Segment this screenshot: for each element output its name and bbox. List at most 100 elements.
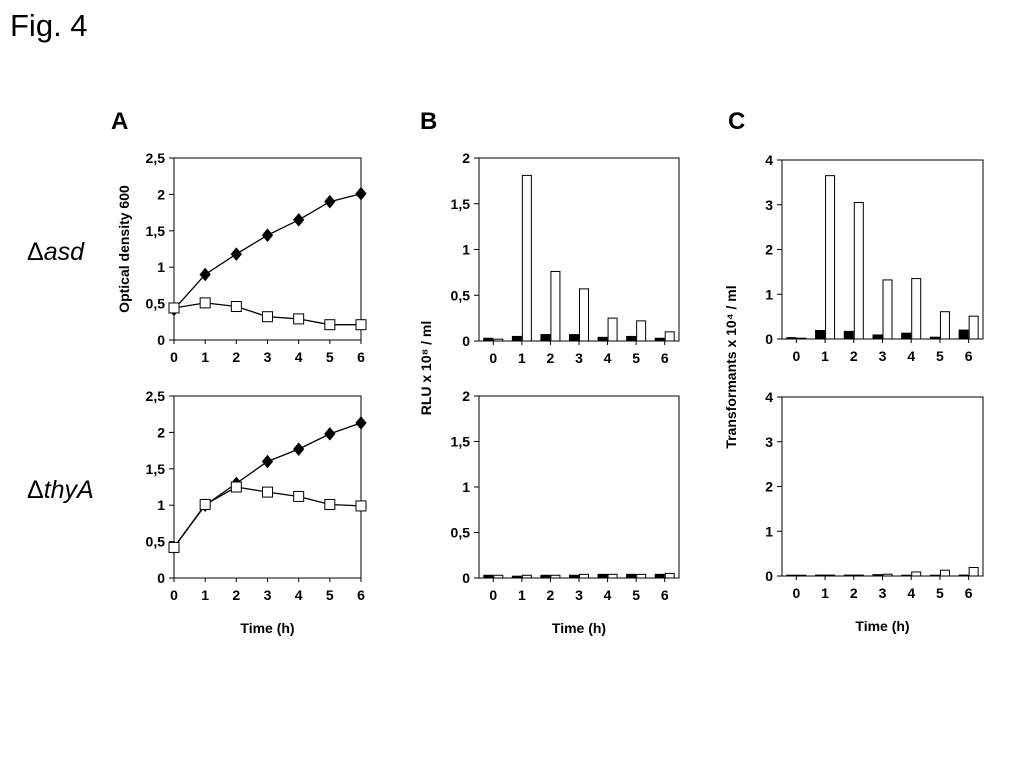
x-tick-label: 5 — [326, 587, 334, 603]
x-tick-label: 3 — [879, 348, 887, 364]
bar — [939, 311, 950, 340]
x-tick-label: 1 — [518, 350, 526, 366]
bar — [882, 573, 893, 577]
y-tick-label: 2 — [462, 150, 470, 166]
bar — [825, 175, 836, 340]
x-tick-label: 5 — [326, 349, 334, 365]
x-tick-label: 5 — [936, 585, 944, 601]
x-tick-label: 4 — [295, 587, 303, 603]
bar — [636, 320, 647, 342]
chart-a-asd: 0 0,5 1 1,5 2 2,5 0 1 2 3 4 5 6 Optical density 600 — [116, 150, 367, 365]
bar — [626, 335, 637, 342]
x-tick-label: 1 — [821, 585, 829, 601]
data-point — [293, 313, 305, 325]
data-point — [293, 490, 305, 502]
x-tick-label: 6 — [661, 350, 669, 366]
bar — [882, 279, 893, 340]
bar — [968, 315, 979, 340]
bar — [911, 278, 922, 340]
bar — [958, 574, 969, 577]
data-point — [355, 416, 367, 430]
y-tick-label: 1,5 — [146, 223, 166, 239]
x-tick-label: 0 — [792, 348, 800, 364]
y-tick-label: 0,5 — [146, 296, 166, 312]
bar — [901, 574, 912, 577]
x-tick-label: 1 — [821, 348, 829, 364]
bar — [958, 329, 969, 340]
panel-label-b: B — [420, 108, 438, 135]
bar — [511, 575, 522, 579]
y-tick-label: 0 — [462, 333, 470, 349]
y-tick-label: 4 — [765, 389, 773, 405]
x-tick-label: 4 — [295, 349, 303, 365]
series-line-1 — [173, 422, 362, 548]
bar — [786, 337, 797, 340]
bar — [843, 330, 854, 340]
bar — [843, 574, 854, 577]
x-tick-label: 2 — [850, 585, 858, 601]
y-tick-label: 2 — [157, 424, 165, 440]
y-tick-label: 0 — [157, 332, 165, 348]
data-point — [324, 319, 336, 331]
x-tick-label: 6 — [661, 587, 669, 603]
x-tick-label: 0 — [792, 585, 800, 601]
bar — [540, 334, 551, 342]
y-tick-label: 0,5 — [451, 287, 471, 303]
x-tick-label: 2 — [232, 349, 240, 365]
bar — [569, 334, 579, 342]
x-axis-label: Time (h) — [855, 618, 909, 634]
plot-frame — [781, 396, 984, 577]
chart-a-thya: 0 0,5 1 1,5 2 2,5 0 1 2 3 4 5 6 Time (h) — [146, 388, 367, 636]
y-tick-label: 2,5 — [146, 150, 166, 166]
bar — [853, 202, 864, 340]
strain-name: asd — [43, 238, 85, 266]
bar — [654, 337, 665, 342]
x-tick-label: 3 — [264, 349, 272, 365]
data-point — [324, 498, 336, 510]
y-tick-label: 0 — [765, 568, 773, 584]
bar — [664, 331, 675, 342]
bar — [521, 174, 532, 342]
y-tick-label: 0 — [157, 570, 165, 586]
y-tick-label: 1 — [157, 259, 165, 275]
bar — [796, 337, 807, 340]
x-tick-label: 0 — [170, 587, 178, 603]
y-tick-label: 1,5 — [451, 434, 471, 450]
panel-label-a: A — [111, 108, 129, 135]
bar — [607, 573, 618, 579]
delta-symbol: Δ — [27, 476, 44, 504]
x-tick-label: 4 — [907, 348, 915, 364]
y-tick-label: 1 — [462, 242, 470, 258]
bar — [901, 332, 912, 340]
y-tick-label: 1 — [157, 497, 165, 513]
chart-b-thya: 0 0,5 1 1,5 2 0 1 2 3 4 5 6 Time (h) RLU x 10⁸ / ml — [418, 321, 680, 636]
x-tick-label: 5 — [632, 350, 640, 366]
data-point — [355, 500, 367, 512]
bar — [664, 572, 675, 579]
bar — [929, 336, 940, 340]
y-tick-label: 4 — [765, 152, 773, 168]
bar — [636, 573, 647, 579]
bar — [872, 574, 883, 577]
x-tick-label: 6 — [965, 348, 973, 364]
x-tick-label: 6 — [357, 349, 365, 365]
x-tick-label: 3 — [575, 350, 583, 366]
bar — [911, 571, 922, 577]
bar — [493, 338, 504, 342]
x-tick-label: 0 — [489, 587, 497, 603]
bar — [511, 335, 522, 342]
bar — [853, 574, 864, 577]
data-point — [168, 302, 180, 314]
data-point — [168, 541, 180, 553]
bar — [540, 574, 551, 579]
y-tick-label: 1 — [462, 479, 470, 495]
data-point — [199, 267, 211, 282]
x-tick-label: 3 — [879, 585, 887, 601]
figure-title: Fig. 4 — [10, 8, 88, 43]
row-label-asd: Δasd — [27, 238, 84, 267]
x-tick-label: 0 — [489, 350, 497, 366]
x-tick-label: 4 — [604, 350, 612, 366]
x-axis-label: Time (h) — [240, 620, 294, 636]
data-point — [293, 442, 305, 456]
bar — [483, 337, 494, 342]
